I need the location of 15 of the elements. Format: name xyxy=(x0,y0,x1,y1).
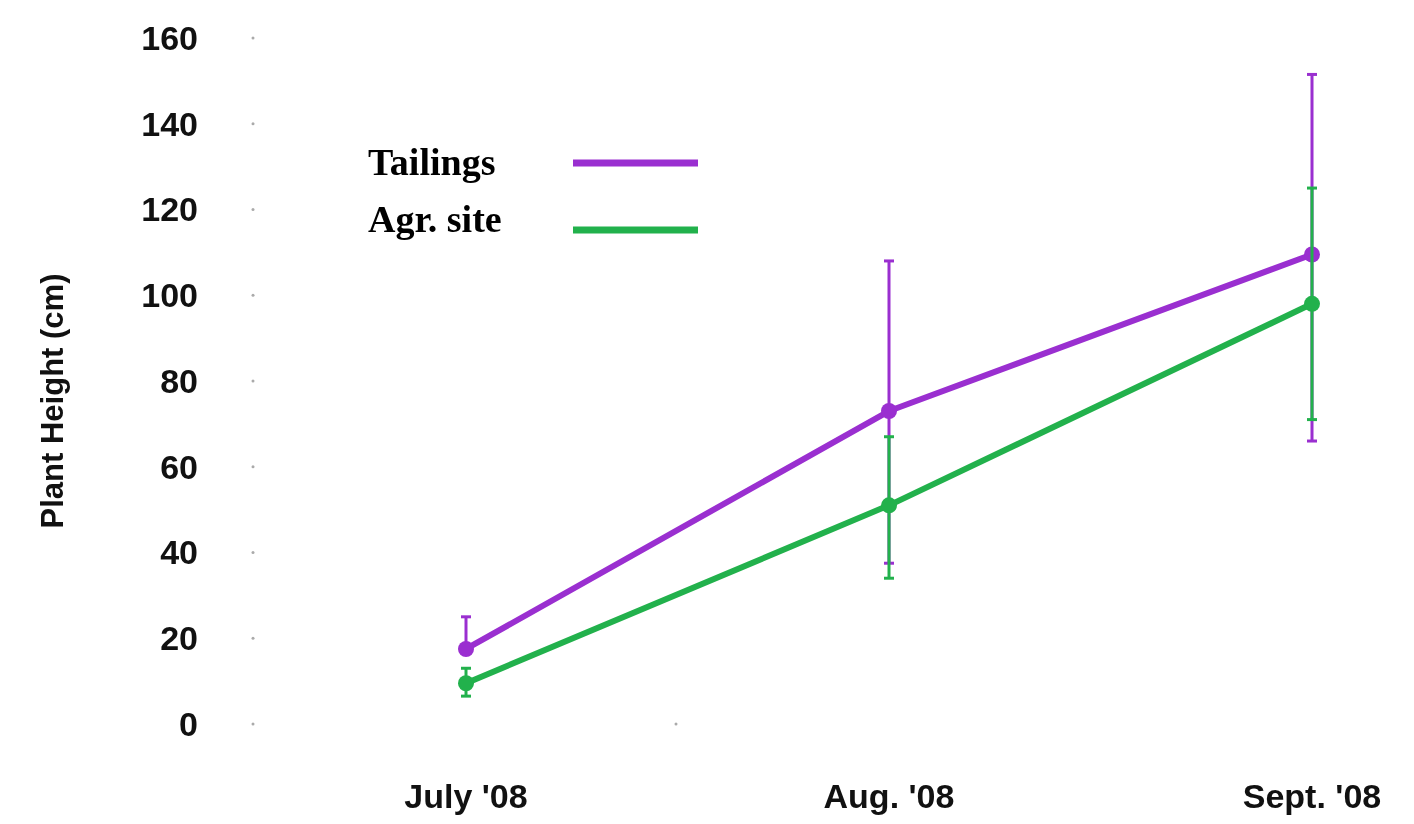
y-tick-label: 20 xyxy=(160,619,198,658)
y-tick-label: 120 xyxy=(141,190,198,229)
y-tick-label: 160 xyxy=(141,18,198,57)
x-tick-label: Aug. '08 xyxy=(823,777,955,815)
y-tick-label: 0 xyxy=(179,704,198,743)
y-tick-label: 40 xyxy=(160,533,198,572)
legend-label: Agr. site xyxy=(368,198,502,240)
y-tick-label: 80 xyxy=(160,361,198,400)
y-tick-label: 60 xyxy=(160,447,198,486)
y-tick-label: 100 xyxy=(141,276,198,315)
x-tick-label: Sept. '08 xyxy=(1242,777,1382,815)
legend-label: Tailings xyxy=(368,141,496,183)
x-tick-label: July '08 xyxy=(404,777,528,815)
y-tick-label: 140 xyxy=(141,104,198,143)
y-axis-title: Plant Height (cm) xyxy=(35,273,70,529)
